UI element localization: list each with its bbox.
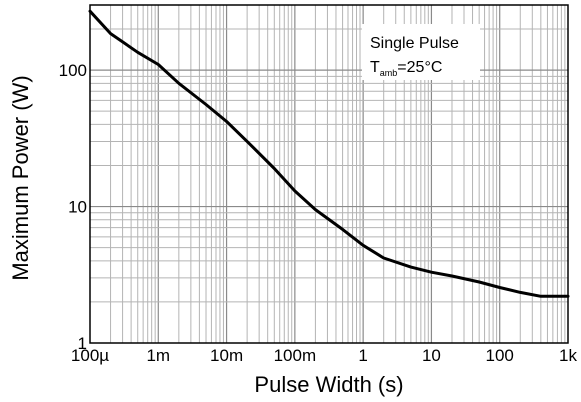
x-axis-label: Pulse Width (s) [254, 372, 403, 397]
annotation-value: =25°C [397, 59, 442, 76]
annotation-line1: Single Pulse [370, 35, 459, 52]
y-tick-label: 10 [68, 198, 87, 217]
x-tick-label: 1m [146, 346, 170, 365]
x-tick-label: 100m [274, 346, 317, 365]
annotation-t: T [370, 59, 380, 76]
x-tick-label: 10 [422, 346, 441, 365]
x-tick-label: 100µ [71, 346, 109, 365]
annotation-subscript: amb [380, 68, 398, 78]
annotation-line2: Tamb=25°C [370, 59, 442, 78]
y-tick-label: 100 [59, 61, 87, 80]
y-tick-label: 1 [78, 334, 87, 353]
x-tick-labels: 100µ 1m 10m 100m 1 10 100 1k [71, 346, 578, 365]
annotation-box: Single Pulse Tamb=25°C [362, 24, 480, 80]
x-tick-label: 1 [358, 346, 367, 365]
y-tick-labels: 1 10 100 [59, 61, 87, 353]
x-tick-label: 10m [210, 346, 243, 365]
y-axis-label: Maximum Power (W) [8, 75, 33, 280]
x-tick-label: 1k [559, 346, 577, 365]
grid [90, 5, 568, 343]
x-tick-label: 100 [486, 346, 514, 365]
series-line [88, 9, 570, 298]
plot-frame [89, 4, 569, 344]
